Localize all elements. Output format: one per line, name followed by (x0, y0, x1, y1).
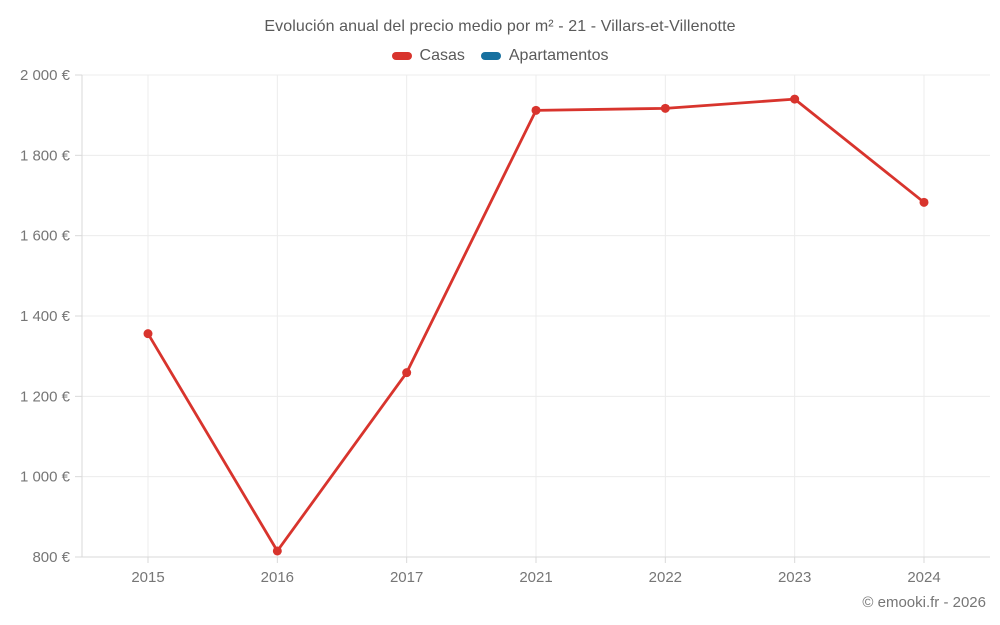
y-axis-label: 1 400 € (20, 308, 71, 325)
y-axis-label: 1 000 € (20, 469, 71, 486)
legend-item-apartamentos[interactable]: Apartamentos (480, 47, 609, 65)
y-axis-label: 1 800 € (20, 147, 71, 164)
data-point-casas-2017[interactable] (402, 368, 412, 378)
data-point-casas-2022[interactable] (660, 103, 670, 113)
x-axis-label: 2024 (907, 569, 940, 586)
x-axis-label: 2022 (649, 569, 682, 586)
legend-swatch-apartamentos-icon (480, 52, 501, 60)
y-axis-label: 800 € (32, 549, 70, 566)
legend-item-casas[interactable]: Casas (391, 47, 465, 65)
data-point-casas-2015[interactable] (143, 329, 153, 339)
x-axis-label: 2015 (131, 569, 164, 586)
x-axis-label: 2023 (778, 569, 811, 586)
copyright-footer: © emooki.fr - 2026 (862, 594, 986, 611)
data-point-casas-2021[interactable] (531, 105, 541, 115)
chart-legend: Casas Apartamentos (0, 47, 1000, 65)
legend-swatch-casas-icon (391, 52, 412, 60)
y-axis-label: 1 600 € (20, 228, 71, 245)
x-axis-label: 2017 (390, 569, 423, 586)
chart-title: Evolución anual del precio medio por m² … (264, 18, 736, 35)
y-axis-label: 2 000 € (20, 67, 71, 84)
x-axis-label: 2016 (261, 569, 294, 586)
legend-label-casas: Casas (419, 47, 465, 64)
legend-label-apartamentos: Apartamentos (508, 47, 609, 64)
data-point-casas-2016[interactable] (272, 546, 282, 556)
x-axis-label: 2021 (519, 569, 552, 586)
y-axis-label: 1 200 € (20, 388, 71, 405)
data-point-casas-2023[interactable] (790, 94, 800, 104)
data-point-casas-2024[interactable] (919, 197, 929, 207)
